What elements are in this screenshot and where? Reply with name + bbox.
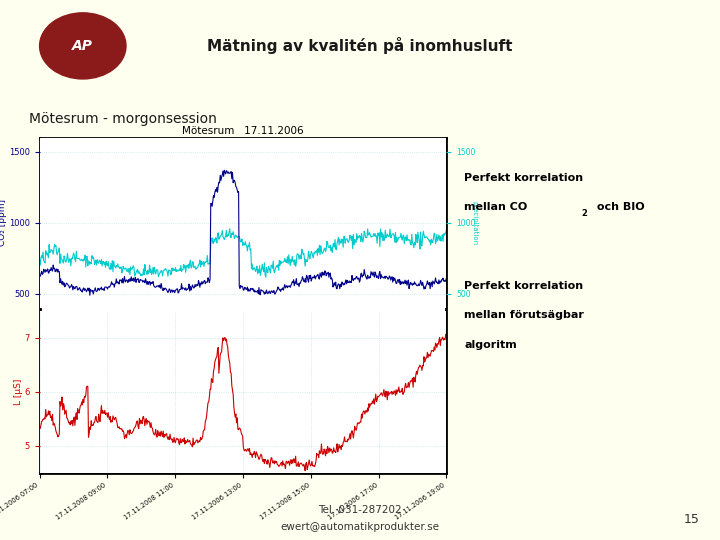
Text: AP: AP bbox=[73, 39, 93, 53]
Text: mellan CO: mellan CO bbox=[464, 202, 528, 213]
Text: algoritm: algoritm bbox=[464, 340, 517, 350]
Text: ewert@automatikprodukter.se: ewert@automatikprodukter.se bbox=[281, 522, 439, 531]
Text: Perfekt korrelation: Perfekt korrelation bbox=[464, 281, 583, 291]
Ellipse shape bbox=[40, 13, 126, 79]
Text: 2: 2 bbox=[582, 209, 588, 218]
Text: Mätning av kvalitén på inomhusluft: Mätning av kvalitén på inomhusluft bbox=[207, 37, 513, 55]
Text: mellan förutsägbar: mellan förutsägbar bbox=[464, 310, 584, 321]
Text: 15: 15 bbox=[683, 513, 699, 526]
Text: Mötesrum - morgonsession: Mötesrum - morgonsession bbox=[29, 112, 217, 126]
Text: Perfekt korrelation: Perfekt korrelation bbox=[464, 173, 583, 183]
Y-axis label: precipitation: precipitation bbox=[471, 201, 477, 245]
Text: Tel. 031-287202: Tel. 031-287202 bbox=[318, 505, 402, 515]
Y-axis label: L [µS]: L [µS] bbox=[14, 379, 23, 404]
Title: Mötesrum   17.11.2006: Mötesrum 17.11.2006 bbox=[182, 125, 304, 136]
Y-axis label: CO₂ [ppm]: CO₂ [ppm] bbox=[0, 199, 7, 246]
Text: och BIO: och BIO bbox=[593, 202, 644, 213]
